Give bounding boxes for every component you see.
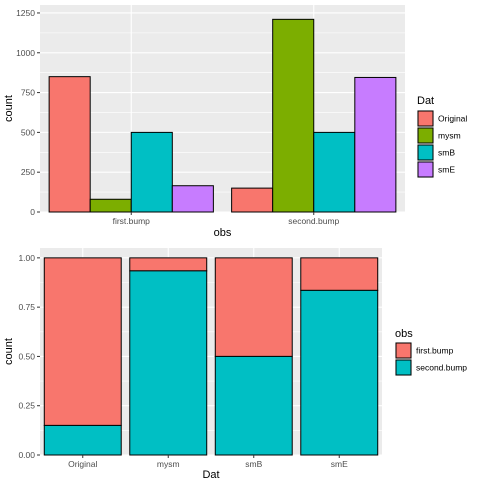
x-tick-label: first.bump <box>113 216 151 226</box>
bar-mysm-second.bump <box>272 18 315 213</box>
bar-second.bump-mysm <box>129 270 208 456</box>
y-tick-label: 0.25 <box>18 401 35 411</box>
bar-first.bump-smB <box>214 257 293 357</box>
legend-key-smB <box>417 144 434 161</box>
y-tick-label: 250 <box>21 167 35 177</box>
legend-key-smE <box>417 161 434 178</box>
x-axis-title: obs <box>214 227 232 239</box>
bar-Original-second.bump <box>231 187 274 213</box>
legend-key-Original <box>417 110 434 127</box>
legend-key-second.bump <box>395 359 412 376</box>
legend-key-first.bump <box>395 342 412 359</box>
legend-label-first.bump: first.bump <box>416 346 454 356</box>
legend-key-mysm <box>417 127 434 144</box>
y-tick-label: 1250 <box>16 8 35 18</box>
x-tick-label: second.bump <box>288 216 339 226</box>
x-axis-title: Dat <box>202 469 219 481</box>
bar-second.bump-smE <box>300 289 379 456</box>
x-tick-label: smE <box>331 459 348 469</box>
x-tick-label: mysm <box>157 459 180 469</box>
bar-smE-second.bump <box>354 76 397 213</box>
y-tick-label: 750 <box>21 88 35 98</box>
y-tick-label: 0.75 <box>18 302 35 312</box>
legend-label-smE: smE <box>438 165 455 175</box>
legend-label-second.bump: second.bump <box>416 363 467 373</box>
y-tick-label: 0.50 <box>18 351 35 361</box>
bar-first.bump-smE <box>300 257 379 291</box>
bar-smB-second.bump <box>313 131 356 213</box>
chart-dodged-counts: 0 250 500 750 1000 1250 first.bump second.bump o… <box>3 5 467 239</box>
bar-first.bump-Original <box>43 257 122 426</box>
bar-smB-first.bump <box>130 131 173 213</box>
legend-label-Original: Original <box>438 114 467 124</box>
bar-smE-first.bump <box>171 185 214 213</box>
y-tick-label: 500 <box>21 127 35 137</box>
legend-label-smB: smB <box>438 148 455 158</box>
x-tick-label: smB <box>245 459 262 469</box>
bar-mysm-first.bump <box>89 198 132 213</box>
bar-second.bump-smB <box>214 355 293 456</box>
chart-filled-proportions: 0.00 0.25 0.50 0.75 1.00 Original mysm smB smE Da… <box>3 248 467 481</box>
y-tick-label: 0 <box>30 207 35 217</box>
y-tick-label: 1000 <box>16 48 35 58</box>
legend-title: obs <box>395 328 413 340</box>
y-axis-title: count <box>3 95 15 122</box>
y-tick-label: 1.00 <box>18 253 35 263</box>
bar-Original-first.bump <box>48 76 91 213</box>
x-tick-label: Original <box>68 459 97 469</box>
bar-second.bump-Original <box>43 424 122 456</box>
legend-title: Dat <box>417 95 434 107</box>
y-axis-title: count <box>3 338 15 365</box>
y-tick-label: 0.00 <box>18 450 35 460</box>
bar-first.bump-mysm <box>129 257 208 272</box>
legend: Dat Original mysm smB smE <box>417 95 467 178</box>
legend-label-mysm: mysm <box>438 131 461 141</box>
